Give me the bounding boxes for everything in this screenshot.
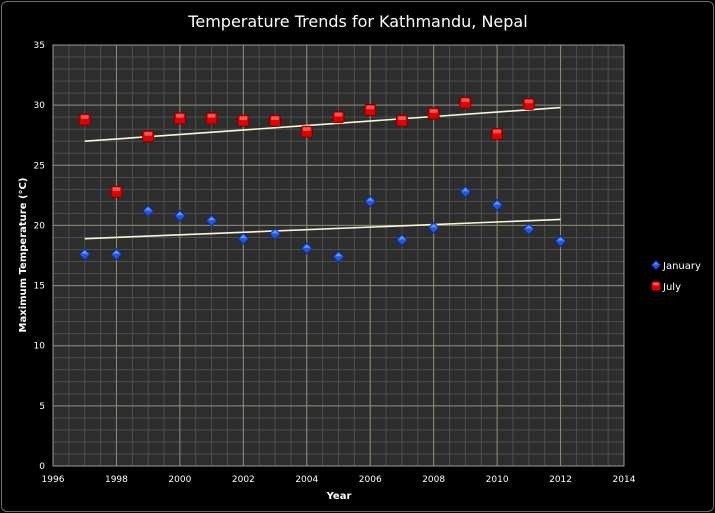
y-tick-label: 35 bbox=[34, 41, 45, 51]
y-tick-label: 15 bbox=[34, 282, 45, 292]
data-point-january bbox=[364, 195, 377, 208]
data-point-july bbox=[300, 125, 313, 138]
tick-labels: 1996 1998 2000 2002 2004 2006 2008 2010 2012 2014… bbox=[34, 41, 636, 485]
data-point-july bbox=[364, 104, 377, 116]
trendline-january bbox=[84, 218, 561, 240]
x-tick-label: 1996 bbox=[42, 475, 65, 485]
data-point-january bbox=[205, 214, 218, 227]
data-point-january bbox=[300, 242, 313, 255]
data-point-july bbox=[173, 112, 186, 125]
data-point-january bbox=[427, 221, 440, 234]
legend-label-july: July bbox=[662, 282, 681, 293]
legend-marker-january bbox=[650, 259, 662, 271]
x-tick-label: 2006 bbox=[359, 475, 382, 485]
data-point-july bbox=[78, 113, 91, 126]
data-point-january bbox=[142, 204, 155, 218]
data-point-january bbox=[522, 222, 535, 236]
data-point-january bbox=[395, 233, 409, 246]
plot-border bbox=[52, 44, 625, 467]
data-point-july bbox=[269, 114, 281, 127]
x-tick-label: 2012 bbox=[549, 475, 572, 485]
data-points bbox=[78, 96, 567, 263]
data-point-july bbox=[205, 112, 218, 125]
data-point-january bbox=[268, 227, 282, 240]
data-point-january bbox=[237, 232, 250, 245]
legend-marker-july bbox=[651, 281, 661, 291]
data-point-july bbox=[332, 111, 345, 124]
data-point-july bbox=[237, 114, 250, 127]
x-tick-label: 2000 bbox=[168, 475, 191, 485]
data-point-january bbox=[554, 235, 567, 248]
data-point-january bbox=[78, 248, 91, 261]
data-point-july bbox=[110, 185, 123, 198]
x-axis-title: Year bbox=[326, 491, 352, 502]
y-tick-label: 10 bbox=[34, 342, 46, 352]
data-point-july bbox=[491, 128, 504, 140]
x-tick-label: 1998 bbox=[105, 475, 128, 485]
x-tick-label: 2014 bbox=[613, 475, 636, 485]
y-tick-label: 20 bbox=[34, 221, 46, 231]
data-point-july bbox=[459, 96, 472, 109]
y-axis-title: Maximum Temperature (°C) bbox=[18, 178, 29, 333]
legend: January July bbox=[650, 259, 701, 293]
data-point-january bbox=[459, 185, 472, 198]
legend-label-january: January bbox=[662, 261, 701, 272]
trendline-july bbox=[84, 106, 561, 143]
x-tick-label: 2008 bbox=[422, 475, 445, 485]
x-tick-label: 2004 bbox=[295, 475, 318, 485]
chart-title: Temperature Trends for Kathmandu, Nepal bbox=[187, 12, 527, 31]
x-tick-label: 2002 bbox=[232, 475, 255, 485]
data-point-january bbox=[173, 209, 186, 222]
trendlines bbox=[84, 106, 561, 240]
data-point-july bbox=[427, 107, 440, 120]
y-tick-label: 5 bbox=[39, 402, 45, 412]
data-point-january bbox=[110, 248, 123, 261]
data-point-january bbox=[491, 198, 504, 212]
y-tick-label: 0 bbox=[39, 462, 45, 472]
data-point-july bbox=[142, 130, 155, 143]
y-tick-label: 25 bbox=[34, 161, 45, 171]
y-tick-label: 30 bbox=[34, 101, 46, 111]
x-tick-label: 2010 bbox=[486, 475, 509, 485]
data-point-july bbox=[522, 98, 535, 110]
data-point-january bbox=[332, 250, 345, 263]
data-point-july bbox=[396, 114, 408, 127]
